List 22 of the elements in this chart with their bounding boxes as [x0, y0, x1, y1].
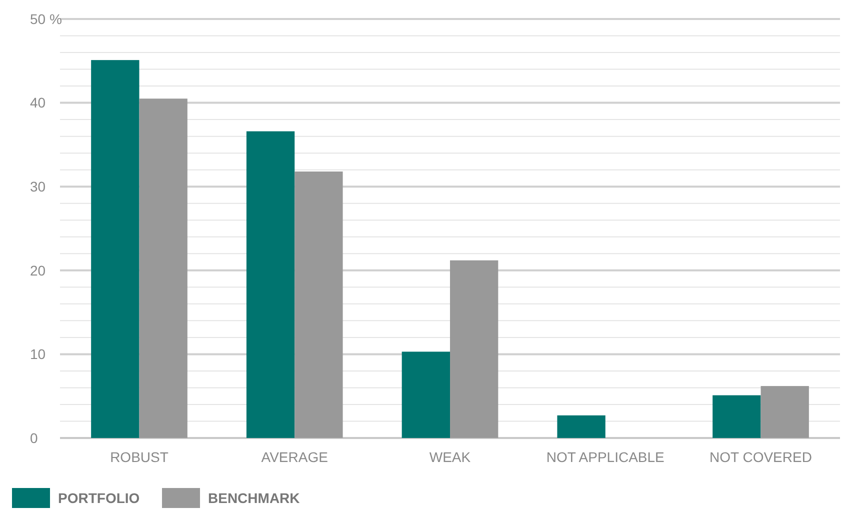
- bar: [760, 386, 809, 438]
- y-tick-label: 20: [30, 262, 46, 278]
- y-tick-label: 30: [30, 178, 46, 194]
- bar: [139, 98, 188, 438]
- legend-label: BENCHMARK: [208, 490, 300, 506]
- bar: [91, 60, 140, 438]
- y-tick-label: 40: [30, 94, 46, 111]
- legend-label: PORTFOLIO: [58, 490, 140, 506]
- bar: [246, 131, 295, 438]
- x-tick-label: AVERAGE: [261, 449, 328, 465]
- x-tick-label: NOT APPLICABLE: [546, 449, 664, 465]
- bar: [712, 395, 761, 438]
- bar: [294, 172, 343, 438]
- x-tick-label: NOT COVERED: [710, 449, 812, 465]
- y-tick-label: 50 %: [30, 10, 62, 27]
- x-tick-label: ROBUST: [110, 449, 169, 465]
- bar: [557, 415, 606, 438]
- bar: [450, 260, 498, 438]
- y-tick-label: 0: [30, 430, 38, 446]
- bar: [402, 352, 450, 438]
- y-tick-label: 10: [30, 346, 46, 362]
- x-tick-label: WEAK: [429, 449, 472, 465]
